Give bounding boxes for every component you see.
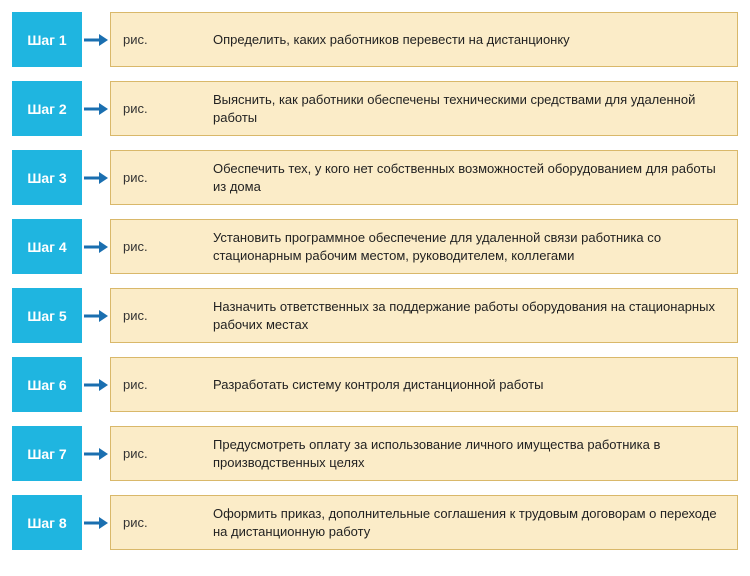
step-badge: Шаг 5 xyxy=(12,288,82,343)
pic-label: рис. xyxy=(123,32,213,47)
step-badge: Шаг 8 xyxy=(12,495,82,550)
step-description: Установить программное обеспечение для у… xyxy=(213,229,725,264)
arrow-wrap xyxy=(82,357,110,412)
step-description: Выяснить, как работники обеспечены техни… xyxy=(213,91,725,126)
step-row: Шаг 4 рис.Установить программное обеспече… xyxy=(12,219,738,274)
pic-label: рис. xyxy=(123,170,213,185)
arrow-wrap xyxy=(82,150,110,205)
step-badge: Шаг 7 xyxy=(12,426,82,481)
step-row: Шаг 5 рис.Назначить ответственных за подд… xyxy=(12,288,738,343)
pic-label: рис. xyxy=(123,239,213,254)
step-description: Предусмотреть оплату за использование ли… xyxy=(213,436,725,471)
pic-label: рис. xyxy=(123,377,213,392)
step-badge: Шаг 2 xyxy=(12,81,82,136)
arrow-right-icon xyxy=(84,516,108,530)
step-content-box: рис.Определить, каких работников перевес… xyxy=(110,12,738,67)
step-badge: Шаг 6 xyxy=(12,357,82,412)
step-content-box: рис.Оформить приказ, дополнительные согл… xyxy=(110,495,738,550)
step-row: Шаг 2 рис.Выяснить, как работники обеспеч… xyxy=(12,81,738,136)
step-row: Шаг 6 рис.Разработать систему контроля ди… xyxy=(12,357,738,412)
step-content-box: рис.Установить программное обеспечение д… xyxy=(110,219,738,274)
arrow-right-icon xyxy=(84,102,108,116)
step-content-box: рис.Выяснить, как работники обеспечены т… xyxy=(110,81,738,136)
step-row: Шаг 8 рис.Оформить приказ, дополнительные… xyxy=(12,495,738,550)
arrow-wrap xyxy=(82,219,110,274)
step-badge: Шаг 4 xyxy=(12,219,82,274)
step-badge: Шаг 3 xyxy=(12,150,82,205)
step-content-box: рис.Разработать систему контроля дистанц… xyxy=(110,357,738,412)
arrow-wrap xyxy=(82,12,110,67)
step-row: Шаг 1 рис.Определить, каких работников пе… xyxy=(12,12,738,67)
step-content-box: рис.Обеспечить тех, у кого нет собственн… xyxy=(110,150,738,205)
step-content-box: рис.Назначить ответственных за поддержан… xyxy=(110,288,738,343)
step-description: Назначить ответственных за поддержание р… xyxy=(213,298,725,333)
pic-label: рис. xyxy=(123,308,213,323)
step-description: Обеспечить тех, у кого нет собственных в… xyxy=(213,160,725,195)
arrow-right-icon xyxy=(84,309,108,323)
pic-label: рис. xyxy=(123,515,213,530)
arrow-wrap xyxy=(82,288,110,343)
arrow-wrap xyxy=(82,426,110,481)
step-description: Оформить приказ, дополнительные соглашен… xyxy=(213,505,725,540)
step-content-box: рис.Предусмотреть оплату за использовани… xyxy=(110,426,738,481)
pic-label: рис. xyxy=(123,446,213,461)
arrow-right-icon xyxy=(84,447,108,461)
step-description: Определить, каких работников перевести н… xyxy=(213,31,725,49)
arrow-wrap xyxy=(82,81,110,136)
arrow-right-icon xyxy=(84,240,108,254)
arrow-wrap xyxy=(82,495,110,550)
pic-label: рис. xyxy=(123,101,213,116)
step-description: Разработать систему контроля дистанционн… xyxy=(213,376,725,394)
step-row: Шаг 7 рис.Предусмотреть оплату за использ… xyxy=(12,426,738,481)
arrow-right-icon xyxy=(84,33,108,47)
step-row: Шаг 3 рис.Обеспечить тех, у кого нет собс… xyxy=(12,150,738,205)
arrow-right-icon xyxy=(84,171,108,185)
step-badge: Шаг 1 xyxy=(12,12,82,67)
arrow-right-icon xyxy=(84,378,108,392)
steps-flow: Шаг 1рис.Определить, каких работников пе… xyxy=(12,12,738,550)
